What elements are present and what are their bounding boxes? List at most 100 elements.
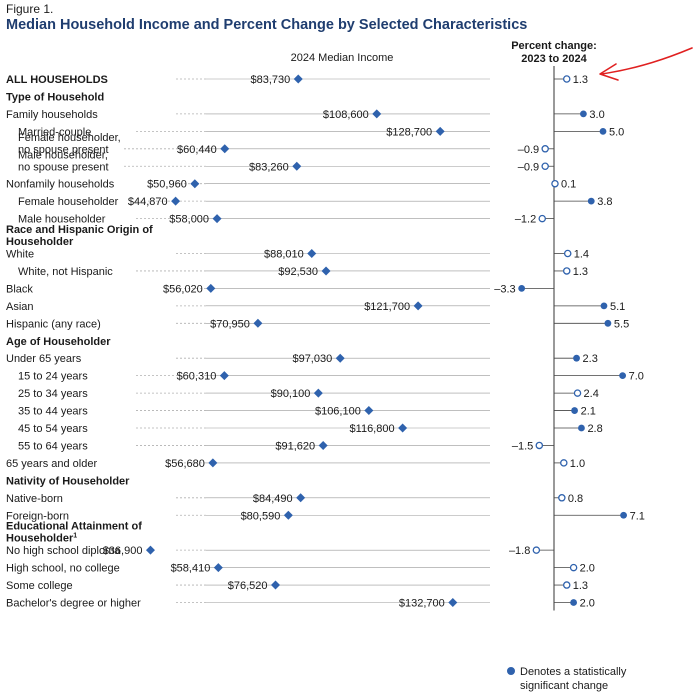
pct-marker-significant bbox=[578, 424, 585, 432]
income-value-label: $60,310 bbox=[177, 371, 217, 383]
income-marker bbox=[208, 458, 218, 468]
row-label: Male householder, bbox=[18, 149, 108, 161]
pct-marker-significant bbox=[620, 511, 627, 519]
row-label: White, not Hispanic bbox=[18, 266, 113, 278]
income-value-label: $36,900 bbox=[103, 545, 143, 557]
pct-marker-significant bbox=[604, 319, 612, 327]
pct-value-label: –1.2 bbox=[515, 214, 536, 226]
pct-marker-not-significant bbox=[560, 459, 568, 467]
income-marker bbox=[190, 179, 200, 189]
income-marker bbox=[206, 283, 216, 293]
pct-marker-not-significant bbox=[562, 581, 571, 589]
pct-value-label: 3.0 bbox=[589, 109, 604, 121]
pct-value-label: 5.0 bbox=[609, 126, 624, 138]
pct-marker-significant bbox=[587, 197, 595, 205]
income-value-label: $56,020 bbox=[163, 283, 203, 295]
pct-marker-not-significant bbox=[535, 441, 544, 450]
category-label: Age of Householder bbox=[6, 336, 111, 348]
pct-marker-not-significant bbox=[563, 249, 572, 258]
pct-marker-not-significant bbox=[573, 389, 582, 397]
income-marker bbox=[253, 318, 263, 328]
pct-value-label: 0.1 bbox=[561, 179, 576, 191]
pct-value-label: 5.1 bbox=[610, 301, 625, 313]
income-marker bbox=[293, 74, 303, 84]
pct-value-label: 2.1 bbox=[581, 406, 596, 418]
income-value-label: $50,960 bbox=[147, 179, 187, 191]
income-value-label: $76,520 bbox=[228, 580, 268, 592]
pct-value-label: 7.0 bbox=[629, 371, 644, 383]
row-label: Some college bbox=[6, 580, 73, 592]
pct-marker-not-significant bbox=[569, 563, 578, 572]
income-marker bbox=[335, 353, 345, 363]
pct-value-label: 0.8 bbox=[568, 493, 583, 505]
pct-marker-not-significant bbox=[562, 267, 571, 275]
row-label: Family households bbox=[6, 109, 98, 121]
pct-value-label: 2.0 bbox=[580, 563, 595, 575]
pct-marker-significant bbox=[600, 302, 608, 310]
annotation-arrow-shaft bbox=[601, 47, 693, 75]
income-value-label: $60,440 bbox=[177, 144, 217, 156]
category-label: Type of Household bbox=[6, 91, 104, 103]
row-label: ALL HOUSEHOLDS bbox=[6, 74, 108, 86]
income-value-label: $83,260 bbox=[249, 161, 289, 173]
legend-significant-marker bbox=[507, 667, 515, 675]
legend-text-line2: significant change bbox=[520, 680, 608, 692]
row-label: Black bbox=[6, 283, 33, 295]
income-value-label: $90,100 bbox=[271, 388, 311, 400]
income-marker bbox=[270, 580, 280, 590]
income-value-label: $116,800 bbox=[350, 423, 395, 435]
pct-marker-significant bbox=[571, 407, 578, 414]
pct-value-label: –1.8 bbox=[509, 545, 530, 557]
pct-value-label: –3.3 bbox=[494, 283, 515, 295]
pct-value-label: 2.8 bbox=[587, 423, 602, 435]
income-marker bbox=[171, 196, 181, 206]
pct-value-label: 7.1 bbox=[630, 510, 645, 522]
pct-marker-significant bbox=[580, 110, 587, 118]
pct-value-label: 3.8 bbox=[597, 196, 612, 208]
row-label: Female householder, bbox=[18, 132, 121, 144]
row-label: no spouse present bbox=[18, 161, 109, 173]
row-label: 25 to 34 years bbox=[18, 388, 88, 400]
income-marker bbox=[145, 545, 155, 555]
pct-value-label: 1.3 bbox=[573, 74, 588, 86]
income-value-label: $83,730 bbox=[250, 74, 290, 86]
pct-marker-significant bbox=[599, 127, 607, 135]
row-label: Foreign-born bbox=[6, 510, 69, 522]
row-label: Hispanic (any race) bbox=[6, 318, 101, 330]
income-marker bbox=[435, 126, 445, 136]
category-label: Householder1 bbox=[6, 533, 77, 545]
income-marker bbox=[313, 388, 323, 398]
category-label: Householder bbox=[6, 236, 74, 248]
income-marker bbox=[364, 406, 374, 416]
income-marker bbox=[292, 161, 302, 171]
pct-value-label: –1.5 bbox=[512, 440, 533, 452]
pct-marker-not-significant bbox=[538, 214, 546, 223]
income-value-label: $91,620 bbox=[275, 440, 315, 452]
income-value-label: $106,100 bbox=[315, 406, 361, 418]
row-label: 15 to 24 years bbox=[18, 371, 88, 383]
income-value-label: $56,680 bbox=[165, 458, 205, 470]
pct-marker-not-significant bbox=[532, 546, 541, 554]
income-marker bbox=[448, 598, 458, 607]
income-marker bbox=[413, 301, 423, 311]
pct-marker-not-significant bbox=[562, 75, 571, 83]
pct-value-label: 2.3 bbox=[583, 353, 598, 365]
pct-value-label: 1.3 bbox=[573, 580, 588, 592]
income-marker bbox=[283, 510, 293, 520]
row-label: No high school diploma bbox=[6, 545, 121, 557]
income-marker bbox=[220, 144, 230, 154]
income-marker bbox=[307, 249, 317, 258]
row-label: Native-born bbox=[6, 493, 63, 505]
pct-value-label: 2.4 bbox=[584, 388, 599, 400]
income-marker bbox=[398, 423, 408, 433]
row-label: no spouse present bbox=[18, 144, 109, 156]
income-marker bbox=[219, 371, 229, 381]
pct-marker-significant bbox=[573, 354, 580, 362]
income-marker bbox=[318, 440, 328, 450]
row-label: Nonfamily households bbox=[6, 179, 115, 191]
income-value-label: $128,700 bbox=[386, 126, 432, 138]
pct-value-label: 1.3 bbox=[573, 266, 588, 278]
row-label: Asian bbox=[6, 301, 34, 313]
pct-marker-not-significant bbox=[541, 162, 549, 170]
legend-text-line1: Denotes a statistically bbox=[520, 666, 627, 678]
